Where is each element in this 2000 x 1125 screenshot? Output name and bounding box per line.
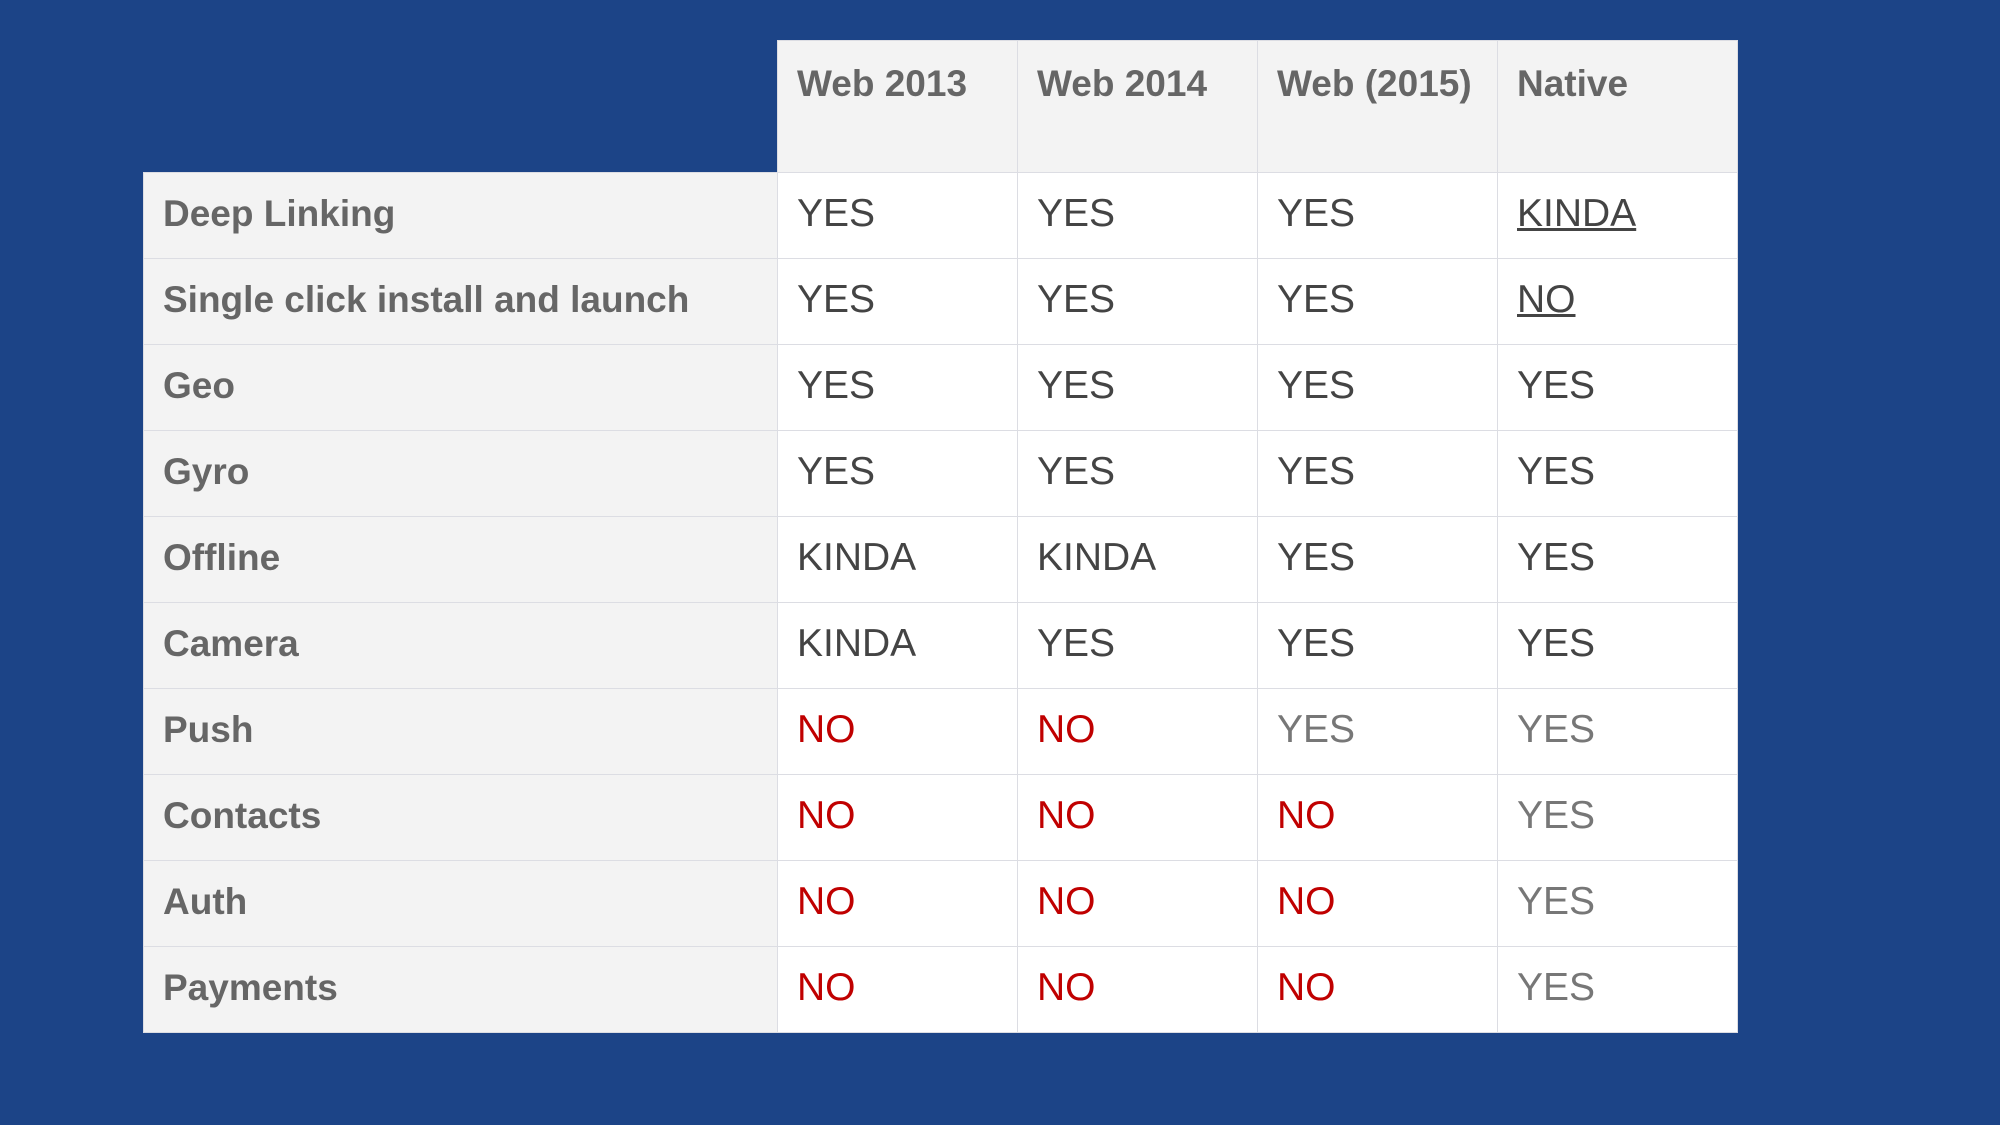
table-cell: NO (1257, 774, 1498, 861)
table-row: Payments NO NO NO YES (143, 946, 1738, 1033)
table-cell: YES (1257, 258, 1498, 345)
column-header: Web (2015) (1257, 40, 1498, 173)
table-cell: YES (1497, 946, 1738, 1033)
table-cell: YES (1257, 688, 1498, 775)
row-label: Camera (143, 602, 778, 689)
table-cell: YES (1017, 258, 1258, 345)
table-row: Offline KINDA KINDA YES YES (143, 516, 1738, 603)
table-cell: YES (1257, 602, 1498, 689)
table-cell: NO (1017, 688, 1258, 775)
table-cell: YES (1497, 774, 1738, 861)
row-label: Payments (143, 946, 778, 1033)
row-label: Auth (143, 860, 778, 947)
table-cell: YES (777, 258, 1018, 345)
table-body: Deep Linking YES YES YES KINDA Single click i… (143, 172, 1738, 1033)
table-row: Push NO NO YES YES (143, 688, 1738, 775)
table-cell: NO (777, 774, 1018, 861)
table-cell: NO (1497, 258, 1738, 345)
table-row: Deep Linking YES YES YES KINDA (143, 172, 1738, 259)
table-cell: YES (777, 344, 1018, 431)
table-row: Camera KINDA YES YES YES (143, 602, 1738, 689)
table-cell: YES (1257, 430, 1498, 517)
feature-comparison-table: Web 2013 Web 2014 Web (2015) Native Deep… (143, 40, 1738, 1033)
table-cell: KINDA (777, 602, 1018, 689)
table-cell: NO (1017, 860, 1258, 947)
row-label: Push (143, 688, 778, 775)
table-cell: YES (777, 430, 1018, 517)
table-cell: NO (1257, 860, 1498, 947)
table-cell: YES (1017, 430, 1258, 517)
table-cell: NO (777, 860, 1018, 947)
table-cell: YES (1497, 860, 1738, 947)
table-cell: NO (777, 946, 1018, 1033)
table-cell: YES (1257, 516, 1498, 603)
row-label: Single click install and launch (143, 258, 778, 345)
column-header: Web 2013 (777, 40, 1018, 173)
table-cell: NO (1017, 946, 1258, 1033)
table-cell: YES (1497, 516, 1738, 603)
table-row: Single click install and launch YES YES YES… (143, 258, 1738, 345)
table-cell: YES (1497, 688, 1738, 775)
row-label: Deep Linking (143, 172, 778, 259)
table-cell: YES (1017, 602, 1258, 689)
table-cell: KINDA (777, 516, 1018, 603)
table-cell: YES (1017, 344, 1258, 431)
table-cell: YES (1497, 602, 1738, 689)
table-cell: NO (1257, 946, 1498, 1033)
row-label: Geo (143, 344, 778, 431)
column-header: Native (1497, 40, 1738, 173)
table-cell: YES (1497, 344, 1738, 431)
table-cell: YES (1257, 344, 1498, 431)
table-row: Geo YES YES YES YES (143, 344, 1738, 431)
table-cell: KINDA (1017, 516, 1258, 603)
table-cell: NO (777, 688, 1018, 775)
column-header: Web 2014 (1017, 40, 1258, 173)
table-cell: YES (1257, 172, 1498, 259)
table-cell: NO (1017, 774, 1258, 861)
table-cell: YES (1017, 172, 1258, 259)
table-cell: YES (1497, 430, 1738, 517)
table-cell: YES (777, 172, 1018, 259)
row-label: Offline (143, 516, 778, 603)
table-cell: KINDA (1497, 172, 1738, 259)
header-row: Web 2013 Web 2014 Web (2015) Native (143, 40, 1738, 173)
table-row: Gyro YES YES YES YES (143, 430, 1738, 517)
row-label: Gyro (143, 430, 778, 517)
table-row: Auth NO NO NO YES (143, 860, 1738, 947)
table-row: Contacts NO NO NO YES (143, 774, 1738, 861)
row-label: Contacts (143, 774, 778, 861)
header-corner (143, 40, 778, 173)
